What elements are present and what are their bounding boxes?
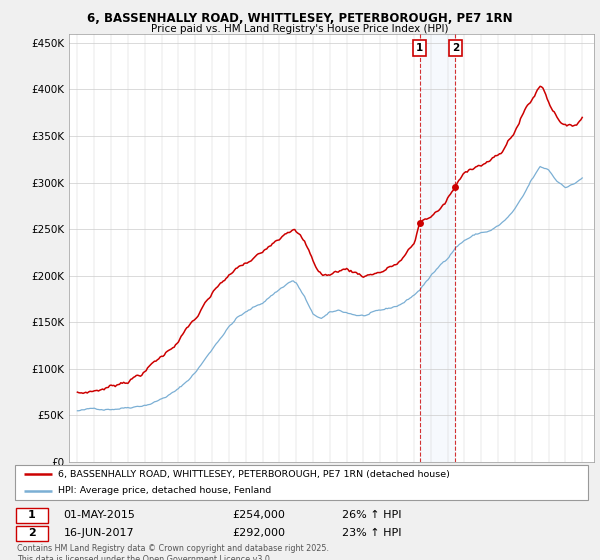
FancyBboxPatch shape [16,526,47,541]
Text: HPI: Average price, detached house, Fenland: HPI: Average price, detached house, Fenl… [58,486,271,496]
FancyBboxPatch shape [15,465,588,500]
Text: Contains HM Land Registry data © Crown copyright and database right 2025.
This d: Contains HM Land Registry data © Crown c… [17,544,329,560]
Text: 26% ↑ HPI: 26% ↑ HPI [341,510,401,520]
Text: 2: 2 [452,43,459,53]
Bar [419,34,455,462]
FancyBboxPatch shape [16,508,47,523]
Text: 6, BASSENHALLY ROAD, WHITTLESEY, PETERBOROUGH, PE7 1RN: 6, BASSENHALLY ROAD, WHITTLESEY, PETERBO… [87,12,513,25]
Text: 6, BASSENHALLY ROAD, WHITTLESEY, PETERBOROUGH, PE7 1RN (detached house): 6, BASSENHALLY ROAD, WHITTLESEY, PETERBO… [58,470,450,479]
Text: 23% ↑ HPI: 23% ↑ HPI [341,528,401,538]
Text: £254,000: £254,000 [233,510,286,520]
Text: 01-MAY-2015: 01-MAY-2015 [64,510,136,520]
Text: 1: 1 [416,43,423,53]
Text: Price paid vs. HM Land Registry's House Price Index (HPI): Price paid vs. HM Land Registry's House … [151,24,449,34]
Text: £292,000: £292,000 [233,528,286,538]
Text: 2: 2 [28,528,35,538]
Text: 16-JUN-2017: 16-JUN-2017 [64,528,134,538]
Text: 1: 1 [28,510,35,520]
